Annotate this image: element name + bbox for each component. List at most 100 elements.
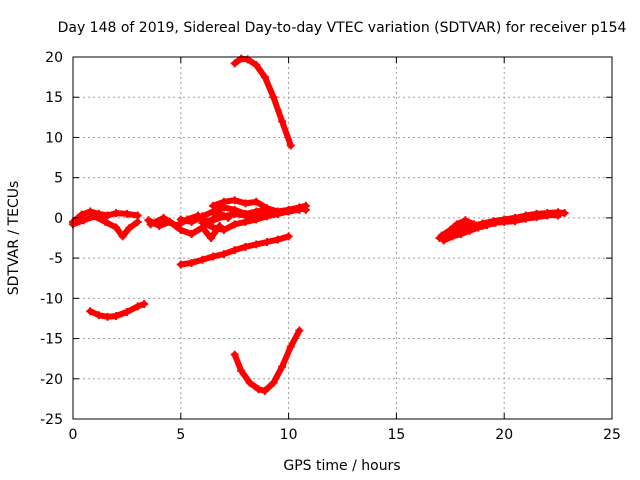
data-point [187,229,196,238]
data-point [269,378,278,387]
y-tick-label: -20 [40,372,63,388]
y-tick-label: 20 [45,50,63,66]
data-point [176,215,185,224]
data-point [278,362,287,371]
data-point [219,250,228,259]
data-point [286,342,295,351]
data-point [198,255,207,264]
x-tick-label: 25 [603,427,621,443]
data-point [159,213,168,222]
x-tick-label: 10 [280,427,298,443]
data-point [446,225,455,234]
axis-ticks: 0 5 10 15 20 25 -25 -20 -15 -10 -5 0 5 10 15 20 [40,50,621,443]
data-point [176,260,185,269]
x-tick-label: 15 [387,427,405,443]
data-point [206,234,215,242]
x-tick-label: 20 [495,427,513,443]
data-point [461,216,470,225]
data-point [301,201,310,210]
data-point [284,206,293,215]
data-point [219,225,228,234]
data-point [263,210,272,219]
data-point [101,217,110,226]
data-point [448,232,457,241]
data-point [209,252,218,261]
data-point [252,240,261,249]
x-axis-label: GPS time / hours [283,458,400,474]
y-axis-label: SDTVAR / TECUs [6,181,22,296]
data-point [252,213,261,222]
y-tick-label: 5 [54,171,63,187]
data-point [230,350,239,359]
data-point [245,378,254,387]
series-band-mid-2 [147,210,232,229]
series-arc-top-right [231,55,294,149]
y-tick-label: 10 [45,130,63,146]
data-point [260,73,269,82]
data-point [278,117,287,126]
data-point [140,299,149,308]
series-arc-bottom-u [231,327,303,394]
x-tick-label: 0 [69,427,78,443]
y-tick-label: -15 [40,332,63,348]
data-point [103,211,112,220]
data-point [437,231,446,240]
data-point [491,218,500,227]
data-point [269,93,278,102]
data-point [219,212,228,221]
data-point [230,196,239,205]
data-point [133,217,142,226]
data-point [133,302,142,311]
data-point [482,221,491,230]
data-point [252,61,261,70]
data-point [230,59,239,68]
data-point [209,223,218,232]
data-point [187,258,196,267]
data-point [187,217,196,226]
data-point [241,211,250,220]
y-tick-label: -5 [49,251,63,267]
data-point [510,217,519,226]
data-point [295,326,304,335]
data-point [273,209,282,218]
plot-frame [72,56,613,420]
data-series [69,54,569,395]
y-tick-label: 15 [45,90,63,106]
data-point [209,216,218,225]
data-point [439,236,448,245]
grid-lines [73,57,612,419]
data-point [263,238,272,247]
data-point [122,209,131,218]
data-point [86,307,95,316]
data-point [230,209,239,218]
y-tick-label: -10 [40,291,63,307]
data-point [125,224,134,233]
data-point [452,220,461,229]
data-point [284,232,293,241]
y-tick-label: -25 [40,412,63,428]
data-point [230,246,239,255]
data-point [112,312,121,321]
data-point [176,225,185,234]
data-point [286,141,295,150]
data-point [273,235,282,244]
data-point [146,220,155,229]
data-point [209,201,218,210]
data-point [241,199,250,208]
data-point [230,220,239,229]
data-point [252,197,261,206]
data-point [77,210,86,219]
data-point [241,242,250,251]
data-point [260,386,269,395]
x-tick-label: 5 [176,427,185,443]
data-point [295,205,304,214]
data-point [112,209,121,218]
data-point [556,209,565,218]
data-point [254,385,263,394]
data-point [198,218,207,227]
data-point [118,232,127,241]
data-point [172,221,181,230]
chart-title: Day 148 of 2019, Sidereal Day-to-day VTE… [58,20,627,36]
data-point [465,226,474,235]
